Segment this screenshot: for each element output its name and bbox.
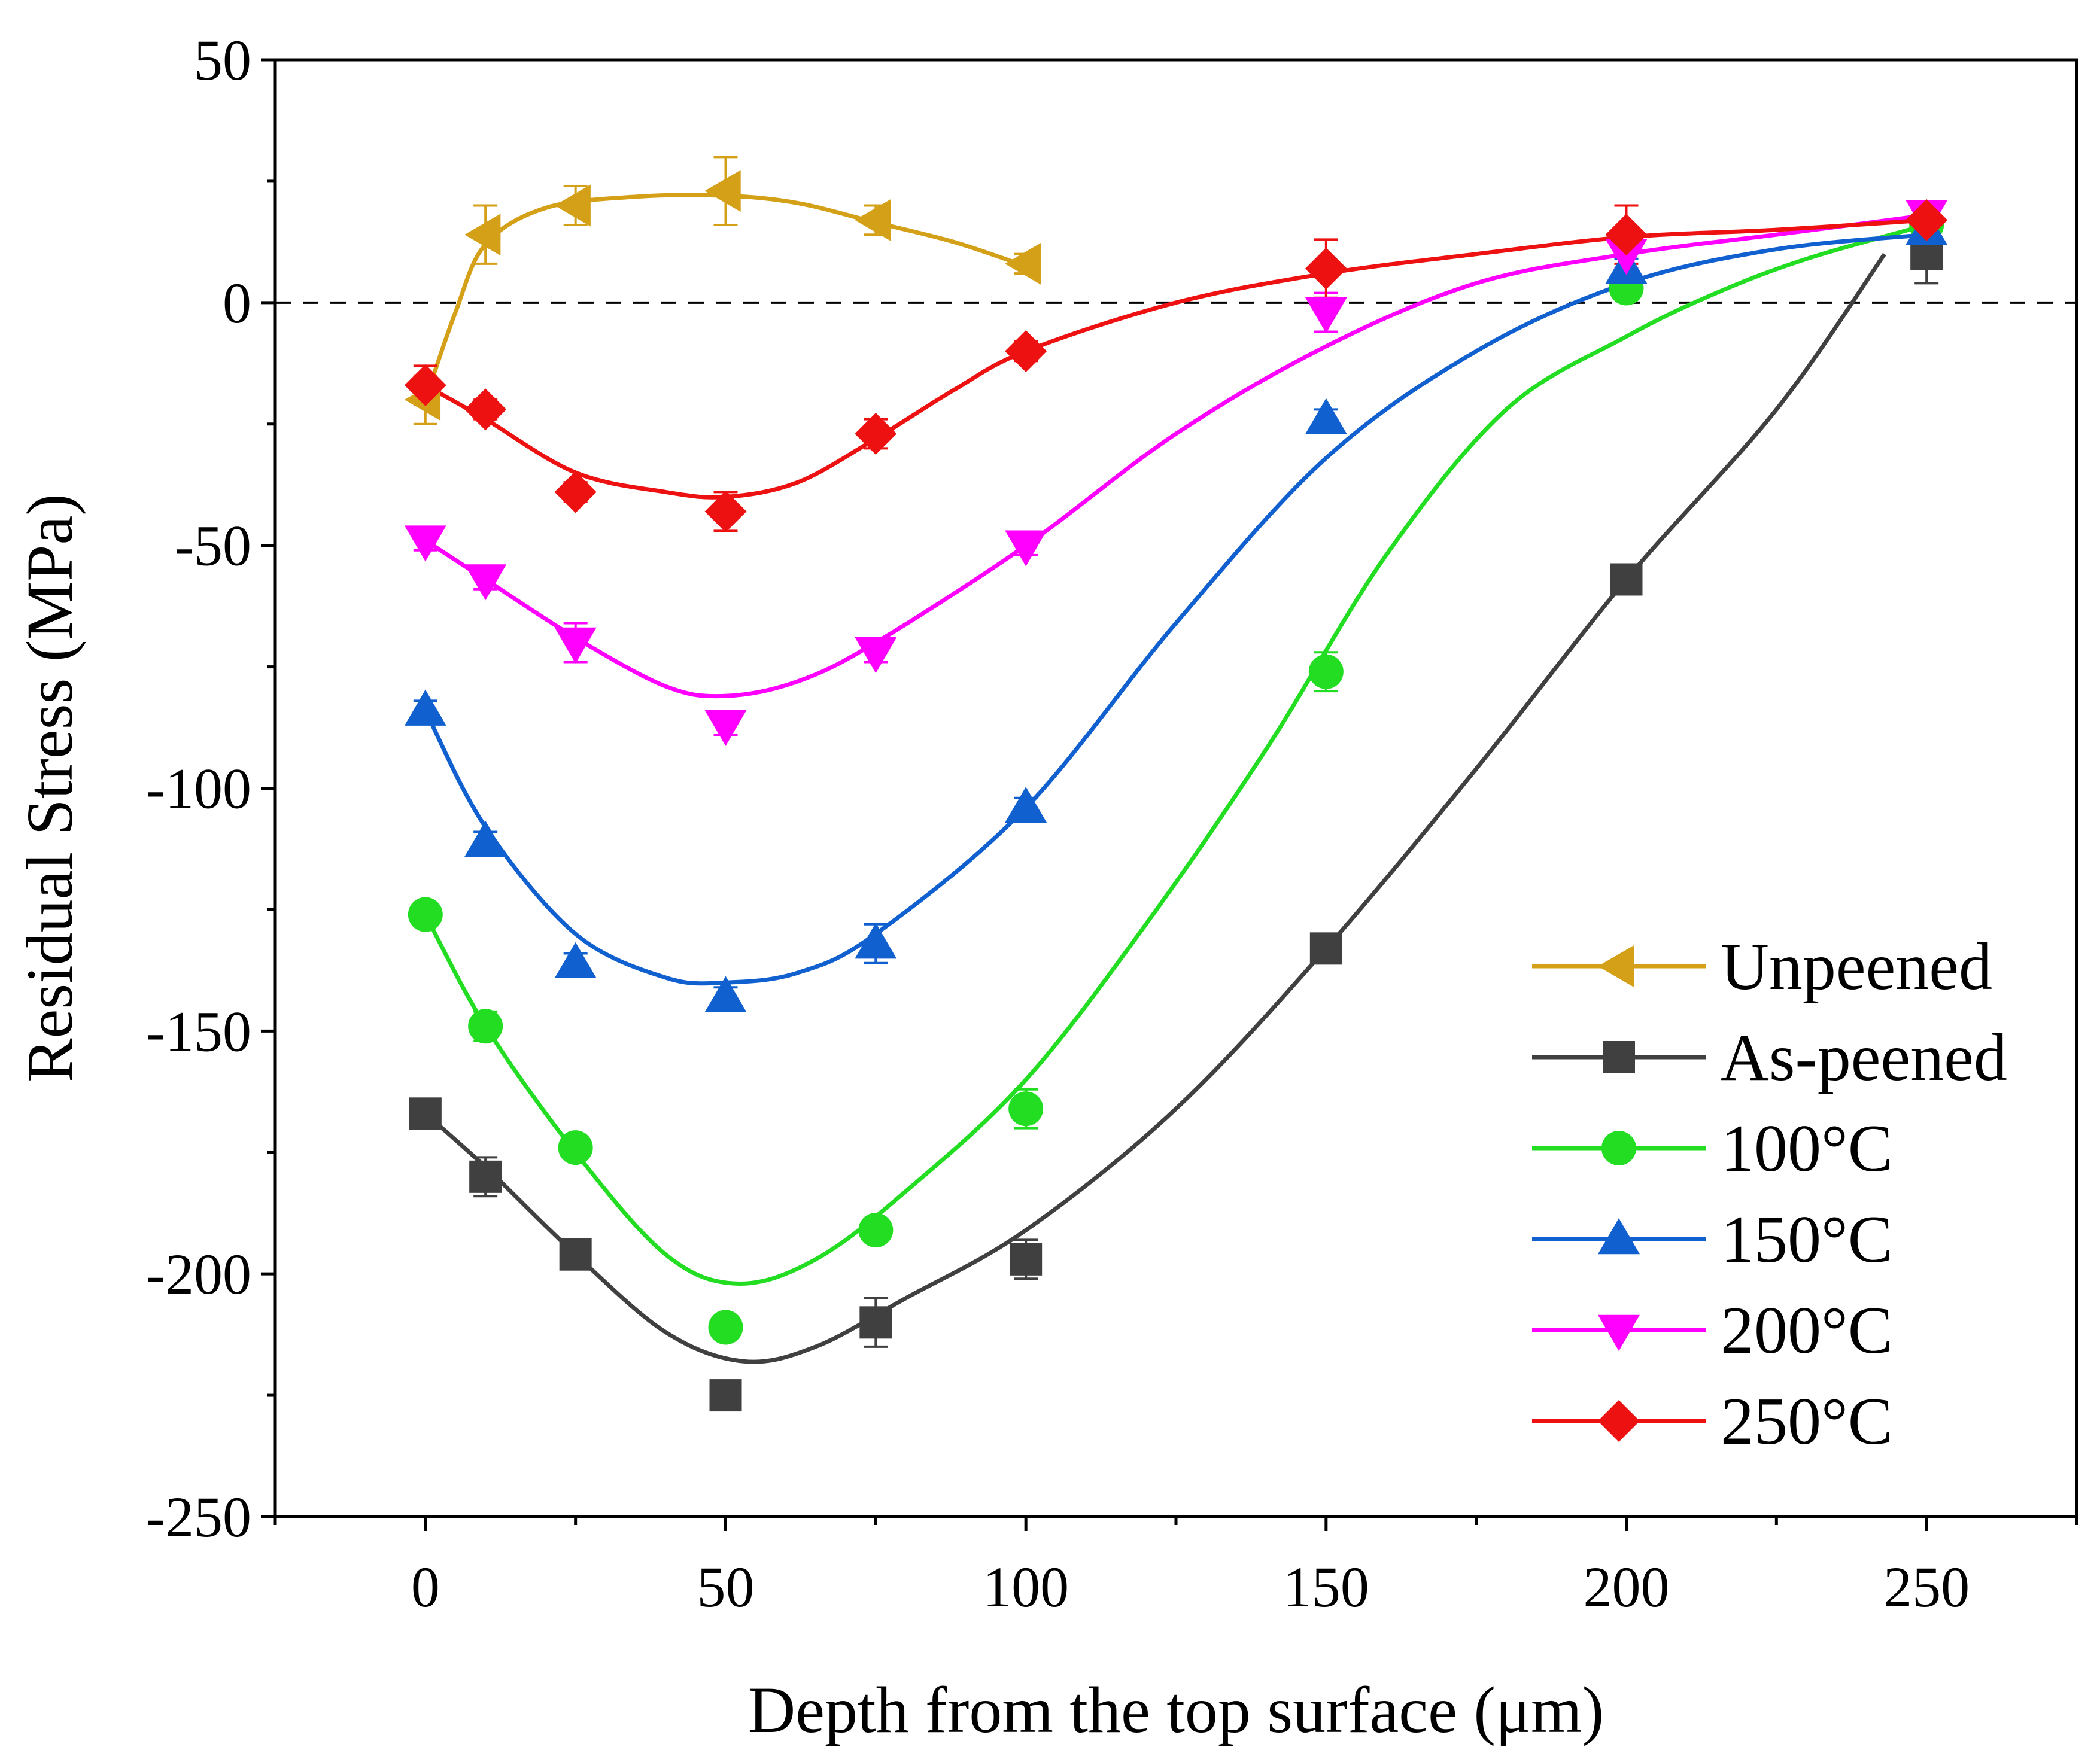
y-tick-label: -200 [146,1242,251,1306]
data-point-100-c [858,1213,894,1248]
x-tick-label: 0 [411,1555,440,1619]
legend-label-unpeened: Unpeened [1721,930,1992,1004]
y-tick-label: 0 [223,271,251,335]
legend: Unpeened As-peened 100°C 150°C 200°C 250°C [1532,930,2007,1459]
error-bars [413,156,1939,1407]
data-point-250-c [855,412,897,455]
fit-curve-unpeened [423,193,1027,401]
fit-curve-100-c [423,223,1928,1286]
data-point-as-peened [859,1306,892,1339]
legend-marker-150-c [1598,1218,1640,1255]
data-point-unpeened [554,184,591,227]
data-point-250-c [554,471,597,513]
legend-marker-200-c [1598,1314,1640,1351]
data-point-250-c [1005,330,1047,372]
data-point-150-c [404,689,446,726]
data-point-150-c [704,976,747,1012]
y-tick-label: -100 [146,757,251,821]
data-point-200-c [1005,530,1047,567]
data-point-150-c [554,942,597,978]
data-point-100-c [558,1130,593,1165]
data-point-100-c [408,897,443,932]
fit-curves [423,193,1928,1364]
fit-curve-150-c [423,232,1927,986]
y-tick-label: -50 [175,514,251,578]
y-tick-label: 50 [194,28,251,92]
data-point-200-c [404,525,446,562]
data-point-250-c [1906,199,1948,241]
data-point-200-c [464,564,507,601]
data-point-250-c [464,388,507,431]
ticks: 0 50 100 150 200 250 -250 -200 -150 -100 -50 0 50 [146,28,2078,1619]
data-point-200-c [855,637,897,674]
data-point-unpeened [1005,242,1041,285]
data-point-as-peened [1010,1243,1043,1276]
legend-label-as-peened: As-peened [1721,1021,2007,1095]
x-tick-label: 200 [1584,1555,1670,1619]
legend-marker-250-c [1598,1400,1640,1442]
data-point-100-c [1008,1091,1044,1127]
data-point-250-c [704,490,747,532]
data-point-250-c [404,364,446,406]
data-point-as-peened [469,1160,502,1193]
data-point-as-peened [409,1097,442,1130]
data-point-100-c [708,1310,743,1345]
legend-label-150-c: 150°C [1721,1203,1893,1277]
data-point-unpeened [855,199,891,241]
data-point-as-peened [1309,932,1342,965]
x-axis-title: Depth from the top surface (μm) [748,1673,1604,1746]
y-tick-label: -150 [146,999,251,1063]
fit-curve-as-peened [424,252,1886,1364]
data-point-150-c [855,923,897,959]
data-point-200-c [554,627,597,664]
data-point-unpeened [464,214,501,256]
data-point-250-c [1605,214,1648,256]
legend-marker-unpeened [1598,945,1634,987]
legend-label-250-c: 250°C [1721,1384,1893,1459]
legend-marker-100-c [1601,1131,1636,1165]
data-point-unpeened [704,170,741,212]
data-point-200-c [1305,297,1347,334]
legend-label-100-c: 100°C [1721,1112,1893,1186]
data-markers [404,170,1948,1412]
x-tick-label: 50 [697,1555,755,1619]
data-point-100-c [1308,654,1344,689]
data-point-200-c [1605,239,1648,275]
data-point-as-peened [1610,563,1643,596]
data-point-200-c [704,710,747,746]
data-point-as-peened [709,1379,742,1412]
y-axis-title: Residual Stress (MPa) [13,494,86,1082]
data-point-150-c [1305,398,1347,434]
data-point-100-c [468,1009,503,1044]
data-point-150-c [464,820,507,857]
data-point-as-peened [559,1238,592,1271]
data-point-150-c [1005,786,1047,823]
x-tick-label: 150 [1283,1555,1369,1619]
legend-label-200-c: 200°C [1721,1294,1893,1368]
x-tick-label: 250 [1883,1555,1970,1619]
x-tick-label: 100 [983,1555,1069,1619]
y-tick-label: -250 [146,1485,251,1549]
data-point-250-c [1305,248,1347,290]
legend-marker-as-peened [1603,1041,1635,1073]
